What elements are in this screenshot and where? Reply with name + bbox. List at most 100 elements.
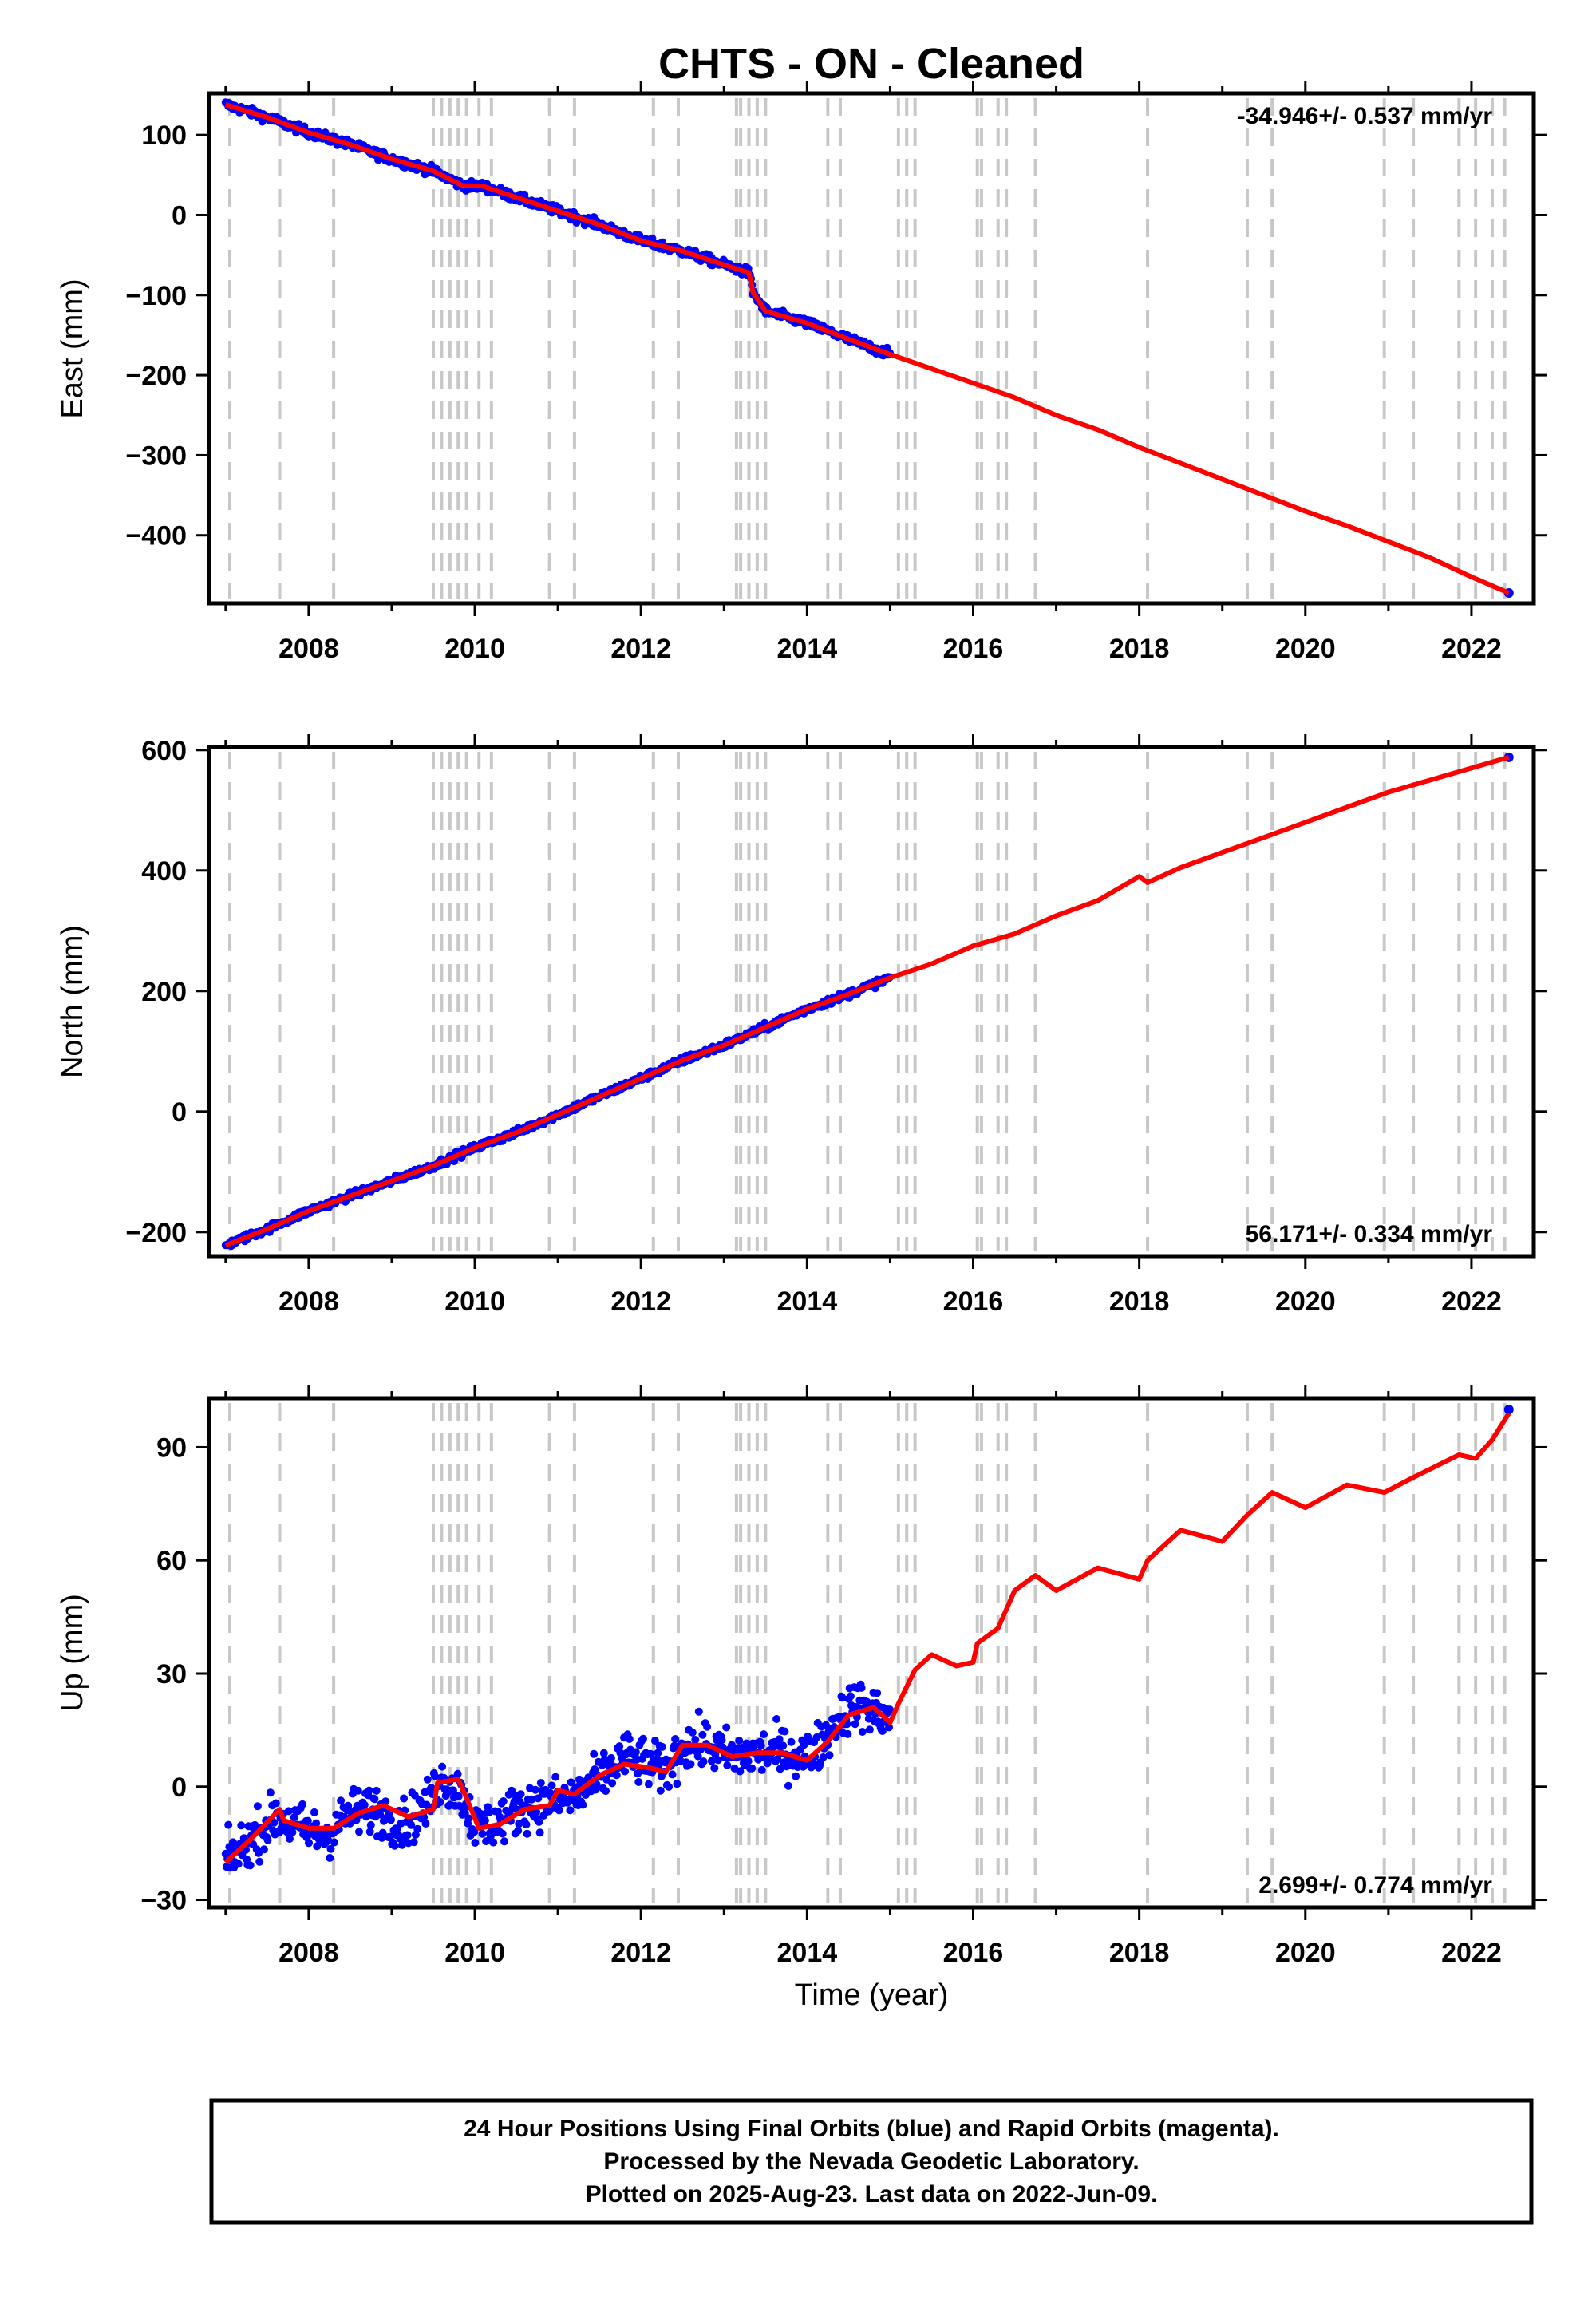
north-x-tick-label: 2010 — [444, 1286, 505, 1317]
up-daily-point — [337, 1796, 346, 1805]
up-y-tick-label: −30 — [140, 1886, 187, 1916]
up-daily-point — [366, 1820, 375, 1829]
up-daily-point — [857, 1683, 866, 1692]
up-daily-point — [376, 1810, 385, 1819]
up-x-tick-label: 2008 — [279, 1938, 339, 1968]
north-y-tick-label: 200 — [141, 977, 187, 1007]
north-y-axis-label: North (mm) — [56, 925, 89, 1078]
east-x-tick-label: 2008 — [279, 634, 339, 664]
north-y-tick-labels: 600 400 200 0 −200 — [125, 736, 187, 1248]
up-x-tick-label: 2016 — [943, 1938, 1004, 1968]
up-daily-point — [378, 1828, 387, 1837]
up-y-tick-label: 30 — [156, 1659, 187, 1690]
up-daily-point — [668, 1770, 677, 1779]
caption-line-3: Plotted on 2025-Aug-23. Last data on 202… — [586, 2181, 1158, 2207]
up-x-tick-label: 2012 — [610, 1938, 671, 1968]
up-daily-point — [757, 1741, 765, 1750]
up-daily-point — [397, 1840, 406, 1849]
up-daily-point — [508, 1786, 516, 1795]
up-daily-point — [780, 1727, 789, 1736]
up-daily-point — [547, 1781, 556, 1790]
up-daily-point — [644, 1780, 653, 1788]
up-daily-point — [688, 1728, 697, 1737]
up-daily-point — [484, 1808, 493, 1817]
up-daily-point — [631, 1748, 640, 1757]
up-daily-point — [772, 1715, 781, 1723]
east-y-tick-label: 100 — [141, 121, 187, 151]
up-daily-point — [779, 1741, 788, 1750]
up-daily-point — [658, 1742, 666, 1751]
east-x-tick-label: 2010 — [444, 634, 505, 664]
up-daily-point — [431, 1772, 439, 1780]
north-y-tick-label: 600 — [141, 736, 187, 766]
east-x-tick-label: 2014 — [777, 634, 838, 664]
up-daily-point — [471, 1839, 480, 1847]
up-daily-point — [592, 1780, 601, 1788]
up-daily-point — [760, 1730, 768, 1739]
up-daily-point — [370, 1795, 379, 1804]
up-daily-point — [671, 1735, 680, 1743]
up-daily-point — [654, 1749, 662, 1757]
up-y-tick-label: 60 — [156, 1546, 187, 1576]
north-x-tick-label: 2014 — [777, 1286, 838, 1317]
up-daily-point — [838, 1694, 847, 1702]
north-y-tick-label: −200 — [125, 1218, 187, 1248]
north-y-tick-label: 400 — [141, 856, 187, 887]
up-daily-point — [693, 1752, 702, 1761]
up-x-tick-label: 2020 — [1275, 1938, 1336, 1968]
up-daily-point — [438, 1762, 447, 1771]
up-daily-point — [535, 1828, 544, 1837]
east-x-tick-label: 2020 — [1275, 634, 1336, 664]
up-daily-point — [464, 1814, 473, 1823]
up-daily-point — [453, 1769, 462, 1778]
up-daily-point — [748, 1764, 757, 1773]
east-axis-ticks — [196, 81, 1547, 616]
up-daily-point — [656, 1786, 665, 1795]
up-daily-point — [454, 1792, 463, 1800]
up-daily-point — [775, 1735, 784, 1744]
up-daily-point — [851, 1720, 859, 1729]
north-x-tick-label: 2012 — [610, 1286, 671, 1317]
up-daily-point — [646, 1749, 655, 1758]
east-y-tick-labels: 100 0 −100 −200 −300 −400 — [125, 121, 187, 551]
up-daily-point — [606, 1753, 615, 1762]
east-y-tick-label: 0 — [172, 200, 187, 231]
up-daily-point — [498, 1829, 507, 1838]
caption-box: 24 Hour Positions Using Final Orbits (bl… — [209, 2098, 1534, 2225]
up-daily-point — [387, 1816, 395, 1824]
up-daily-point — [284, 1807, 293, 1816]
up-daily-point — [698, 1730, 707, 1739]
up-daily-point — [625, 1735, 634, 1743]
up-daily-point — [722, 1723, 731, 1732]
up-daily-point — [288, 1828, 297, 1836]
north-x-tick-label: 2016 — [943, 1286, 1004, 1317]
up-daily-point — [224, 1820, 233, 1829]
east-x-tick-label: 2022 — [1441, 634, 1502, 664]
up-daily-point — [522, 1820, 531, 1829]
up-daily-point — [403, 1831, 412, 1840]
up-x-tick-label: 2010 — [444, 1938, 505, 1968]
up-daily-point — [653, 1755, 662, 1763]
up-daily-point — [776, 1765, 784, 1773]
up-daily-point — [310, 1808, 318, 1816]
up-daily-point — [234, 1860, 243, 1868]
east-y-tick-label: −100 — [125, 281, 187, 311]
east-y-axis-label: East (mm) — [56, 279, 89, 418]
up-y-tick-labels: 90 60 30 0 −30 — [140, 1433, 187, 1915]
east-y-tick-label: −200 — [125, 361, 187, 391]
up-daily-point — [478, 1829, 487, 1838]
up-daily-point — [773, 1755, 782, 1764]
up-daily-point — [480, 1816, 489, 1824]
up-daily-point — [527, 1795, 536, 1804]
up-daily-point — [590, 1749, 598, 1758]
north-y-tick-label: 0 — [172, 1097, 187, 1128]
up-daily-point — [448, 1786, 457, 1795]
up-daily-point — [710, 1764, 719, 1773]
chart-title: CHTS - ON - Cleaned — [658, 40, 1084, 88]
up-daily-point — [566, 1806, 575, 1815]
up-y-tick-label: 90 — [156, 1433, 187, 1463]
up-daily-point — [420, 1813, 429, 1822]
up-y-tick-label: 0 — [172, 1773, 187, 1803]
up-daily-point — [551, 1773, 560, 1781]
